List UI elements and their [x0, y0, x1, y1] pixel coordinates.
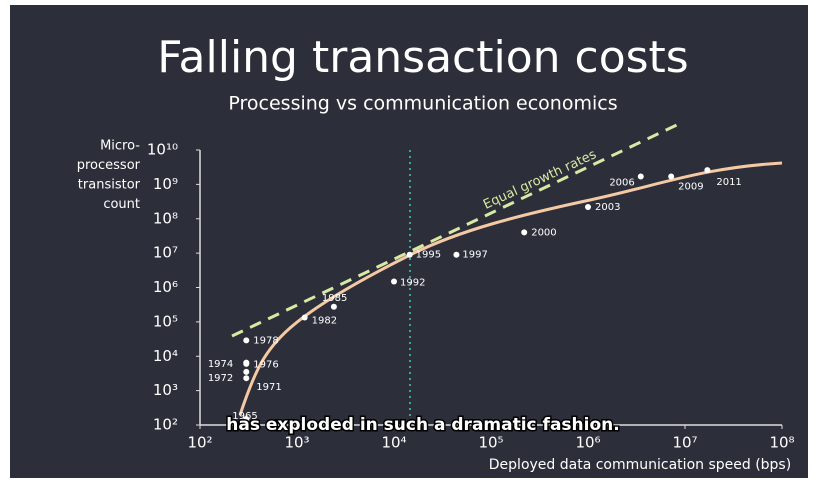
y-tick-label: 10³ [153, 381, 178, 399]
data-point [301, 314, 308, 321]
data-point [391, 278, 397, 285]
point-label: 1971 [256, 382, 281, 393]
y-tick-label: 10⁸ [153, 209, 178, 227]
y-axis-label-line: count [103, 197, 140, 212]
y-tick-label: 10¹⁰ [147, 141, 178, 159]
point-label: 2009 [678, 181, 703, 192]
y-axis-label-line: processor [77, 158, 141, 173]
point-label: 2006 [609, 177, 634, 188]
data-point [243, 375, 250, 382]
title: Falling transaction costs [157, 32, 688, 83]
point-label: 1974 [208, 359, 233, 370]
data-point [453, 251, 460, 258]
point-label: 1978 [253, 335, 278, 346]
x-tick-label: 10⁴ [381, 434, 406, 452]
y-tick-label: 10⁷ [153, 244, 178, 262]
x-tick-label: 10⁷ [672, 434, 697, 452]
y-tick-label: 10⁵ [153, 312, 178, 330]
y-axis-label-line: transistor [78, 178, 141, 193]
y-tick-label: 10² [153, 416, 178, 434]
point-label: 1965 [232, 411, 257, 422]
equal-growth-line [231, 120, 684, 338]
point-label: 2003 [595, 202, 620, 213]
y-axis-label: Micro-processor transistor count [77, 139, 141, 213]
y-tick-label: 10⁹ [153, 175, 178, 193]
point-label: 1985 [322, 293, 347, 304]
y-tick-label: 10⁴ [153, 347, 178, 365]
data-point [521, 229, 528, 236]
x-tick-label: 10⁵ [478, 434, 503, 452]
point-label: 1982 [312, 316, 337, 327]
data-point [585, 203, 591, 210]
y-axis-label-line: Micro- [100, 139, 140, 154]
y-tick-label: 10⁶ [153, 278, 178, 296]
trend-curve [238, 161, 783, 416]
point-label: 1976 [253, 360, 278, 371]
point-label: 2011 [716, 177, 741, 188]
data-point [406, 251, 413, 258]
x-axis-label: Deployed data communication speed (bps) [489, 457, 791, 473]
point-label: 1972 [208, 373, 233, 384]
data-point [243, 337, 250, 344]
data-point [330, 303, 337, 310]
x-tick-label: 10² [187, 434, 212, 452]
x-tick-label: 10⁸ [769, 434, 794, 452]
data-point [668, 173, 675, 180]
data-point [243, 415, 250, 422]
point-label: 1995 [416, 250, 441, 261]
point-label: 1992 [400, 277, 425, 288]
x-tick-label: 10³ [284, 434, 309, 452]
data-point [637, 173, 644, 180]
point-label: 2000 [531, 227, 556, 238]
caption: has exploded in such a dramatic fashion. [226, 415, 619, 435]
x-tick-label: 10⁶ [575, 434, 600, 452]
point-label: 1997 [462, 250, 487, 261]
subtitle: Processing vs communication economics [228, 93, 617, 115]
data-point [704, 167, 711, 174]
data-point [243, 359, 250, 366]
data-point [243, 368, 250, 375]
